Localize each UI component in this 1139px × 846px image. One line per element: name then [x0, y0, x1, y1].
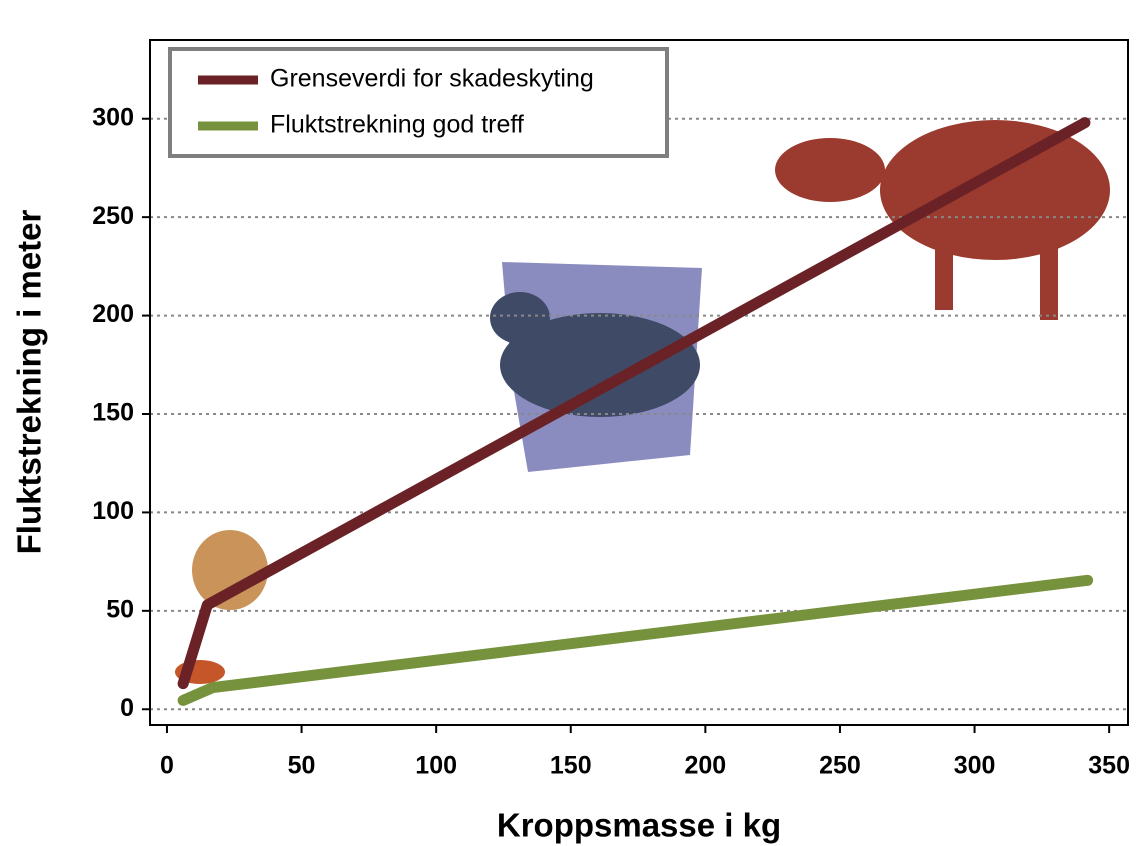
bear-head — [490, 292, 550, 344]
series-line — [177, 117, 1091, 690]
x-tick-label: 0 — [160, 752, 174, 780]
x-tick-label: 150 — [550, 752, 592, 780]
x-tick-label: 100 — [415, 752, 457, 780]
y-tick-label: 200 — [92, 300, 134, 328]
x-tick-label: 50 — [288, 752, 316, 780]
y-tick-label: 300 — [92, 103, 134, 131]
y-tick-label: 100 — [92, 497, 134, 525]
y-axis-label: Fluktstrekning i meter — [11, 209, 48, 554]
y-tick-label: 250 — [92, 202, 134, 230]
y-tick-label: 150 — [92, 399, 134, 427]
x-tick-label: 200 — [684, 752, 726, 780]
moose-leg — [1040, 230, 1058, 320]
lynx — [192, 530, 268, 610]
x-tick-label: 350 — [1088, 752, 1130, 780]
moose — [880, 120, 1110, 260]
bear — [500, 313, 700, 417]
x-axis-label: Kroppsmasse i kg — [497, 807, 781, 844]
legend — [168, 47, 669, 158]
y-tick-label: 50 — [106, 595, 134, 623]
x-tick-label: 250 — [819, 752, 861, 780]
y-tick-label: 0 — [120, 694, 134, 722]
legend-label: Fluktstrekning god treff — [270, 111, 524, 139]
moose-head — [775, 138, 885, 202]
plot-frame — [149, 39, 1129, 726]
series-line — [177, 574, 1094, 706]
x-tick-label: 300 — [954, 752, 996, 780]
legend-label: Grenseverdi for skadeskyting — [270, 65, 594, 93]
moose-leg — [935, 230, 953, 310]
